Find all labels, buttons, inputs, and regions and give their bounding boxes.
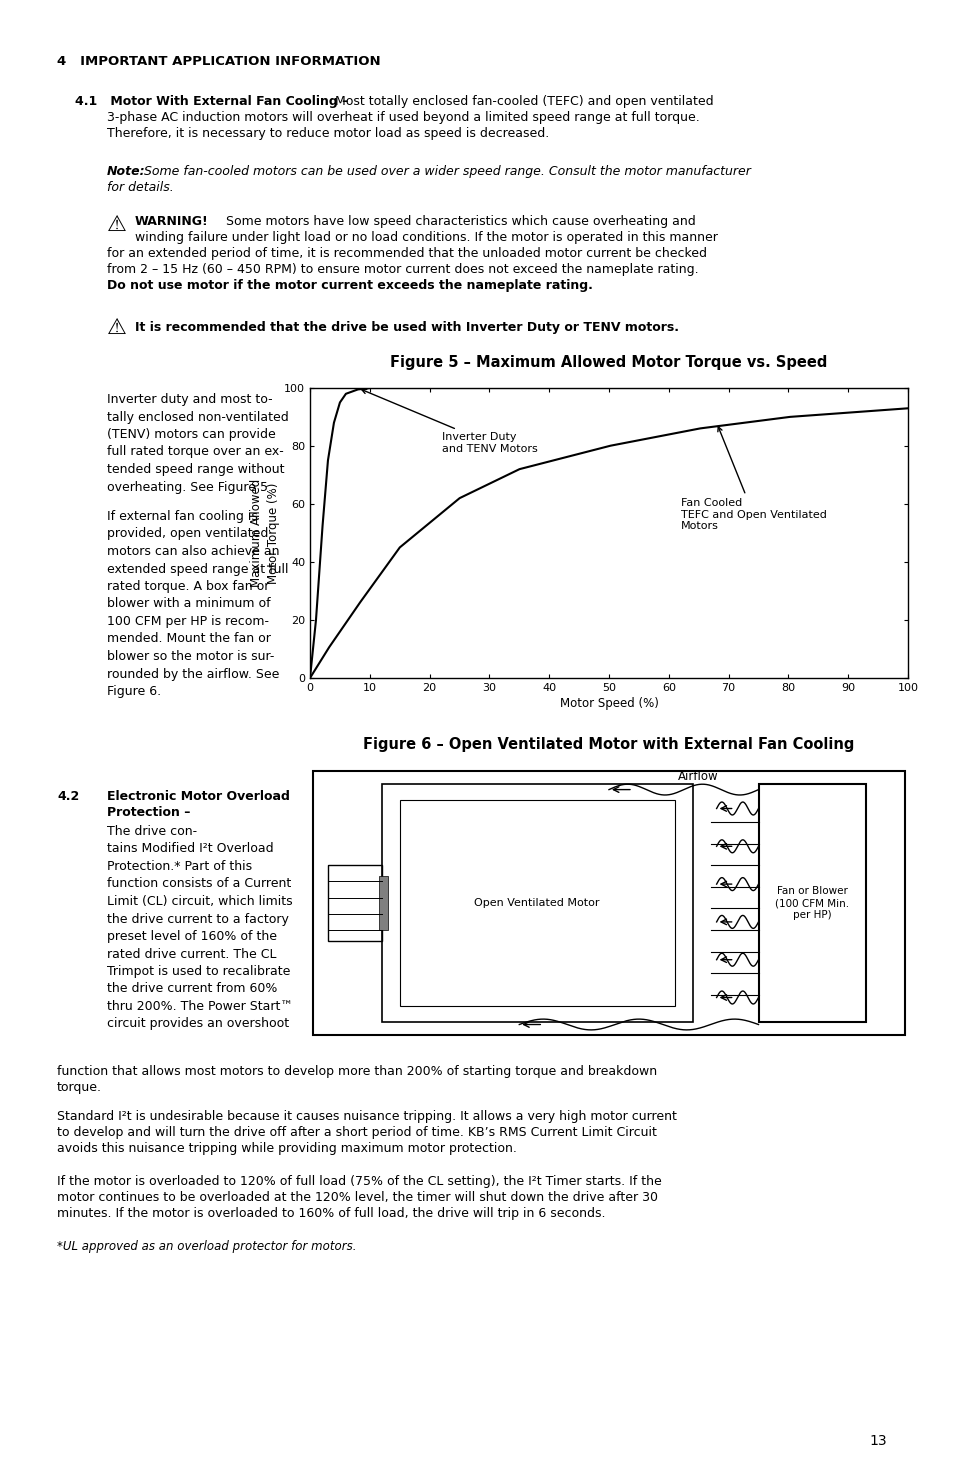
Text: Standard I²t is undesirable because it causes nuisance tripping. It allows a ver: Standard I²t is undesirable because it c… [57,1111,677,1122]
Text: extended speed range at full: extended speed range at full [107,562,288,575]
Text: Fan or Blower
(100 CFM Min.
per HP): Fan or Blower (100 CFM Min. per HP) [775,886,848,919]
Text: to develop and will turn the drive off after a short period of time. KB’s RMS Cu: to develop and will turn the drive off a… [57,1125,657,1139]
Text: Figure 6.: Figure 6. [107,684,161,698]
Bar [399,801,674,1006]
Text: Airflow: Airflow [678,770,719,783]
Text: avoids this nuisance tripping while providing maximum motor protection.: avoids this nuisance tripping while prov… [57,1142,517,1155]
Text: blower with a minimum of: blower with a minimum of [107,597,271,611]
Text: rated torque. A box fan or: rated torque. A box fan or [107,580,269,593]
Text: 13: 13 [869,1435,886,1448]
Text: function consists of a Current: function consists of a Current [107,878,291,891]
Text: Fan Cooled
TEFC and Open Ventilated
Motors: Fan Cooled TEFC and Open Ventilated Moto… [680,426,825,531]
Text: thru 200%. The Power Start™: thru 200%. The Power Start™ [107,1000,293,1013]
Text: Limit (CL) circuit, which limits: Limit (CL) circuit, which limits [107,895,293,909]
Text: Protection –: Protection – [107,805,191,819]
Text: the drive current from 60%: the drive current from 60% [107,982,277,996]
Text: Most totally enclosed fan-cooled (TEFC) and open ventilated: Most totally enclosed fan-cooled (TEFC) … [335,94,713,108]
Text: motor continues to be overloaded at the 120% level, the timer will shut down the: motor continues to be overloaded at the … [57,1190,658,1204]
Text: minutes. If the motor is overloaded to 160% of full load, the drive will trip in: minutes. If the motor is overloaded to 1… [57,1207,605,1220]
Text: 3-phase AC induction motors will overheat if used beyond a limited speed range a: 3-phase AC induction motors will overhea… [107,111,699,124]
Bar [328,866,381,941]
Text: Protection.* Part of this: Protection.* Part of this [107,860,252,873]
Text: 100 CFM per HP is recom-: 100 CFM per HP is recom- [107,615,269,628]
Text: for details.: for details. [107,181,173,195]
Text: Some fan-cooled motors can be used over a wider speed range. Consult the motor m: Some fan-cooled motors can be used over … [140,165,750,178]
Text: for an extended period of time, it is recommended that the unloaded motor curren: for an extended period of time, it is re… [107,246,706,260]
Text: the drive current to a factory: the drive current to a factory [107,913,289,925]
Text: It is recommended that the drive be used with Inverter Duty or TENV motors.: It is recommended that the drive be used… [135,322,679,333]
Text: ⚠: ⚠ [107,215,127,235]
X-axis label: Motor Speed (%): Motor Speed (%) [559,698,658,709]
Text: rated drive current. The CL: rated drive current. The CL [107,947,276,960]
Text: mended. Mount the fan or: mended. Mount the fan or [107,633,271,646]
Text: function that allows most motors to develop more than 200% of starting torque an: function that allows most motors to deve… [57,1065,657,1078]
Text: ⚠: ⚠ [107,319,127,338]
Text: 4.2: 4.2 [57,791,79,802]
Text: 4.1   Motor With External Fan Cooling –: 4.1 Motor With External Fan Cooling – [75,94,353,108]
Text: If external fan cooling is: If external fan cooling is [107,510,257,524]
Text: Figure 6 – Open Ventilated Motor with External Fan Cooling: Figure 6 – Open Ventilated Motor with Ex… [363,738,854,752]
Text: Some motors have low speed characteristics which cause overheating and: Some motors have low speed characteristi… [222,215,695,229]
Text: If the motor is overloaded to 120% of full load (75% of the CL setting), the I²t: If the motor is overloaded to 120% of fu… [57,1176,661,1187]
Text: preset level of 160% of the: preset level of 160% of the [107,931,276,943]
Text: circuit provides an overshoot: circuit provides an overshoot [107,1018,289,1031]
Text: Do not use motor if the motor current exceeds the nameplate rating.: Do not use motor if the motor current ex… [107,279,592,292]
Text: tended speed range without: tended speed range without [107,463,284,476]
Text: (TENV) motors can provide: (TENV) motors can provide [107,428,275,441]
Text: Therefore, it is necessary to reduce motor load as speed is decreased.: Therefore, it is necessary to reduce mot… [107,127,549,140]
Text: rounded by the airflow. See: rounded by the airflow. See [107,668,279,680]
Text: Open Ventilated Motor: Open Ventilated Motor [474,898,599,909]
Text: blower so the motor is sur-: blower so the motor is sur- [107,650,274,662]
Text: full rated torque over an ex-: full rated torque over an ex- [107,445,283,459]
Text: from 2 – 15 Hz (60 – 450 RPM) to ensure motor current does not exceed the namepl: from 2 – 15 Hz (60 – 450 RPM) to ensure … [107,263,698,276]
Text: WARNING!: WARNING! [135,215,209,229]
Text: 4   IMPORTANT APPLICATION INFORMATION: 4 IMPORTANT APPLICATION INFORMATION [57,55,380,68]
Text: Electronic Motor Overload: Electronic Motor Overload [107,791,290,802]
Text: overheating. See Figure 5.: overheating. See Figure 5. [107,481,272,494]
Text: provided, open ventilated: provided, open ventilated [107,528,268,540]
Bar [758,785,865,1022]
Text: winding failure under light load or no load conditions. If the motor is operated: winding failure under light load or no l… [135,232,717,243]
Text: Note:: Note: [107,165,146,178]
Text: Inverter duty and most to-: Inverter duty and most to- [107,392,273,406]
Text: tally enclosed non-ventilated: tally enclosed non-ventilated [107,410,289,423]
Bar [378,876,387,931]
Text: Trimpot is used to recalibrate: Trimpot is used to recalibrate [107,965,290,978]
Text: tains Modified I²t Overload: tains Modified I²t Overload [107,842,274,855]
Text: *UL approved as an overload protector for motors.: *UL approved as an overload protector fo… [57,1240,356,1252]
Text: Inverter Duty
and TENV Motors: Inverter Duty and TENV Motors [361,389,537,454]
Text: The drive con-: The drive con- [107,825,197,838]
Text: Figure 5 – Maximum Allowed Motor Torque vs. Speed: Figure 5 – Maximum Allowed Motor Torque … [390,355,827,370]
Text: motors can also achieve an: motors can also achieve an [107,544,279,558]
Bar [381,785,692,1022]
Text: torque.: torque. [57,1081,102,1094]
Y-axis label: Maximum Allowed
Motor Torque (%): Maximum Allowed Motor Torque (%) [250,479,279,587]
